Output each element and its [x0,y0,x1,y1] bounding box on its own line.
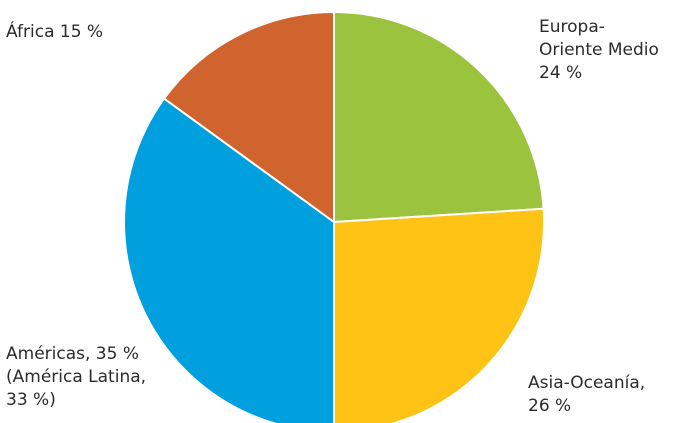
pie-slice-africa [162,10,335,224]
label-africa: África 15 % [6,21,103,44]
label-americas-line-1: Américas, 35 % [6,344,139,364]
label-europa-line-3: 24 % [539,63,583,83]
pie-slice-asia [333,207,545,423]
label-africa-line-1: África 15 % [6,22,104,42]
label-europa: Europa- Oriente Medio 24 % [539,16,659,85]
pie-slice-americas [123,97,335,423]
label-europa-line-2: Oriente Medio [539,40,659,60]
pie-slices [123,10,545,423]
label-europa-line-1: Europa- [539,17,605,37]
label-americas: Américas, 35 % (América Latina, 33 %) [6,343,146,412]
label-asia-line-1: Asia-Oceanía, [528,373,646,393]
label-americas-line-2: (América Latina, [6,367,147,387]
label-asia: Asia-Oceanía, 26 % [528,372,645,418]
label-asia-line-2: 26 % [528,396,572,416]
label-americas-line-3: 33 %) [6,390,56,410]
pie-slice-europa [333,10,545,224]
